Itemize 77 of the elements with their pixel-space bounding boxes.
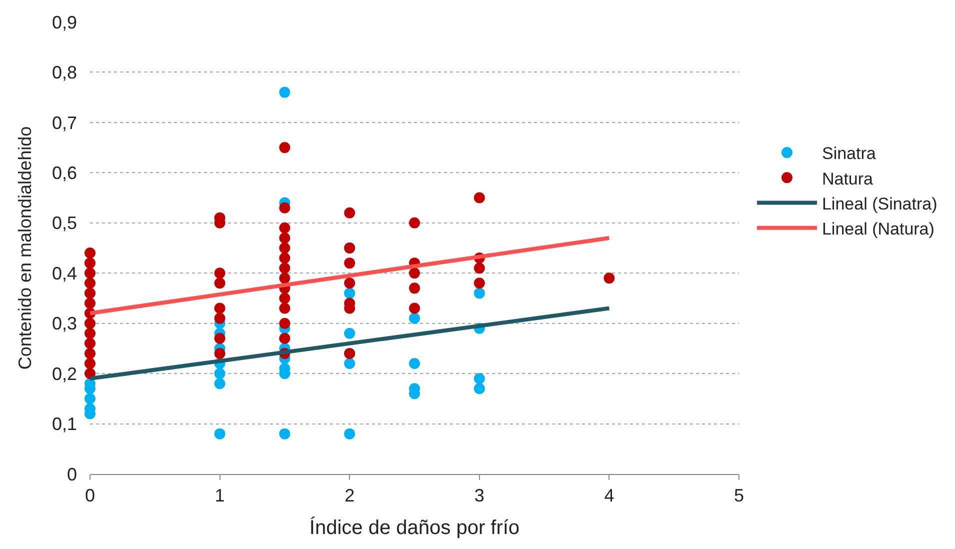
point (214, 278, 226, 289)
point (84, 393, 96, 404)
point (279, 202, 290, 214)
point (344, 258, 356, 269)
point (214, 428, 226, 440)
point (84, 258, 96, 269)
point (84, 338, 96, 349)
y-tick-label: 0,9 (52, 12, 77, 32)
y-tick-label: 0,8 (52, 62, 77, 83)
x-tick-label: 2 (344, 486, 355, 506)
point (84, 348, 96, 359)
point (214, 348, 226, 359)
point (474, 288, 485, 299)
x-axis-title: Índice de daños por frío (309, 516, 520, 540)
point (279, 292, 290, 304)
point (279, 222, 290, 234)
x-tick-label: 1 (214, 486, 225, 506)
y-tick-label: 0,1 (52, 414, 77, 434)
point (279, 252, 290, 264)
x-tick-label: 3 (474, 486, 484, 506)
point (84, 318, 96, 329)
y-tick-label: 0,6 (52, 162, 77, 183)
point (84, 368, 96, 380)
point (214, 302, 226, 314)
point (344, 328, 356, 339)
point (409, 282, 420, 294)
point (214, 312, 226, 324)
point (279, 428, 290, 440)
point (84, 288, 96, 299)
point (214, 368, 226, 380)
y-tick-label: 0 (66, 464, 77, 484)
point (409, 312, 420, 324)
point (214, 378, 226, 390)
point (344, 288, 356, 299)
point (409, 217, 420, 228)
point (409, 358, 420, 370)
point (279, 272, 290, 284)
y-tick-label: 0,7 (52, 112, 77, 133)
legend-label: Lineal (Sinatra) (822, 194, 938, 214)
point (474, 383, 485, 394)
point (344, 428, 356, 440)
point (84, 268, 96, 279)
point (344, 358, 356, 370)
x-tick-label: 5 (734, 486, 744, 506)
y-tick-label: 0,5 (52, 213, 77, 234)
point (84, 248, 96, 259)
legend-label: Natura (822, 169, 874, 188)
point (279, 302, 290, 314)
y-tick-label: 0,2 (52, 364, 77, 384)
y-tick-label: 0,4 (52, 263, 77, 284)
point (474, 192, 485, 204)
y-tick-label: 0,3 (52, 314, 77, 334)
point (84, 328, 96, 339)
point (604, 272, 615, 284)
point (474, 373, 485, 384)
x-tick-label: 4 (604, 486, 614, 506)
point (84, 278, 96, 289)
point (279, 142, 290, 154)
legend-label: Lineal (Natura) (822, 219, 934, 238)
point (344, 207, 356, 218)
point (279, 318, 290, 329)
point (214, 332, 226, 344)
point (279, 86, 290, 98)
legend-label: Sinatra (822, 144, 876, 164)
point (409, 302, 420, 314)
point (279, 242, 290, 254)
point (474, 278, 485, 289)
point (84, 298, 96, 309)
x-tick-label: 0 (84, 486, 96, 506)
point (279, 262, 290, 274)
point (474, 262, 485, 274)
point (344, 278, 356, 289)
point (409, 268, 420, 279)
point (84, 358, 96, 370)
y-axis-title: Contenido en malondialdehido (15, 126, 36, 370)
point (214, 268, 226, 279)
point (279, 232, 290, 244)
